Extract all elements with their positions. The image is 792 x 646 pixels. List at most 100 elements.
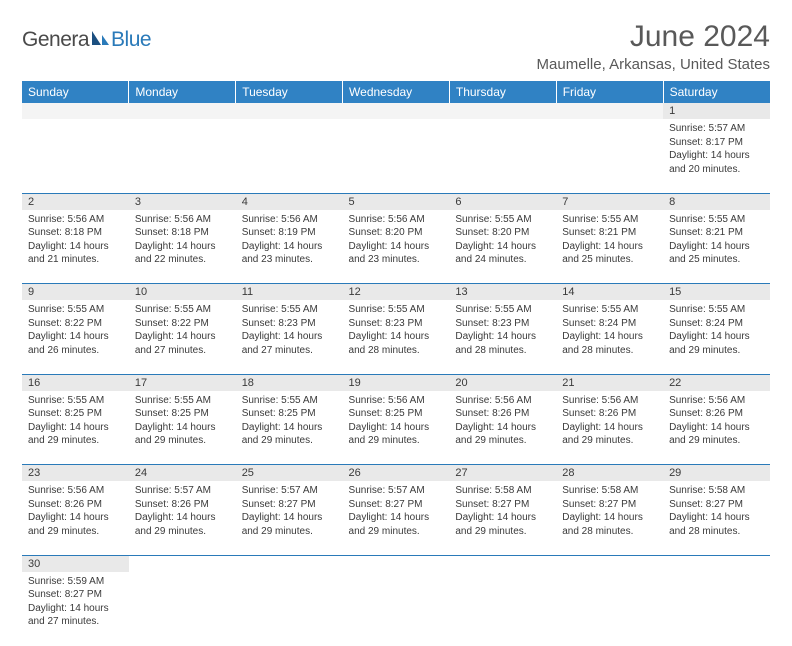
day-details: Sunrise: 5:56 AMSunset: 8:26 PMDaylight:… xyxy=(556,391,663,451)
weekday-header: Thursday xyxy=(449,81,556,103)
day-cell: Sunrise: 5:56 AMSunset: 8:20 PMDaylight:… xyxy=(343,210,450,284)
day-cell: Sunrise: 5:55 AMSunset: 8:21 PMDaylight:… xyxy=(663,210,770,284)
day-cell: Sunrise: 5:55 AMSunset: 8:23 PMDaylight:… xyxy=(449,300,556,374)
weekday-header: Wednesday xyxy=(343,81,450,103)
day-details: Sunrise: 5:55 AMSunset: 8:24 PMDaylight:… xyxy=(663,300,770,360)
day-number-cell: 18 xyxy=(236,374,343,391)
day-cell xyxy=(663,572,770,646)
weekday-header: Saturday xyxy=(663,81,770,103)
day-details: Sunrise: 5:55 AMSunset: 8:25 PMDaylight:… xyxy=(22,391,129,451)
day-cell xyxy=(129,572,236,646)
day-number-cell: 17 xyxy=(129,374,236,391)
logo: Genera Blue xyxy=(22,28,151,52)
day-number-cell: 19 xyxy=(343,374,450,391)
day-cell: Sunrise: 5:55 AMSunset: 8:23 PMDaylight:… xyxy=(236,300,343,374)
day-cell xyxy=(556,119,663,193)
day-number-cell xyxy=(449,103,556,119)
day-cell: Sunrise: 5:55 AMSunset: 8:24 PMDaylight:… xyxy=(663,300,770,374)
sail-icon xyxy=(90,29,110,52)
day-number-cell xyxy=(236,103,343,119)
day-details: Sunrise: 5:55 AMSunset: 8:23 PMDaylight:… xyxy=(343,300,450,360)
day-content-row: Sunrise: 5:57 AMSunset: 8:17 PMDaylight:… xyxy=(22,119,770,193)
day-cell: Sunrise: 5:57 AMSunset: 8:27 PMDaylight:… xyxy=(343,481,450,555)
day-details: Sunrise: 5:55 AMSunset: 8:21 PMDaylight:… xyxy=(663,210,770,270)
weekday-header-row: SundayMondayTuesdayWednesdayThursdayFrid… xyxy=(22,81,770,103)
day-cell: Sunrise: 5:55 AMSunset: 8:21 PMDaylight:… xyxy=(556,210,663,284)
day-cell: Sunrise: 5:55 AMSunset: 8:22 PMDaylight:… xyxy=(129,300,236,374)
day-number-cell: 25 xyxy=(236,465,343,482)
day-number-cell xyxy=(129,103,236,119)
day-number-row: 9101112131415 xyxy=(22,284,770,301)
day-details: Sunrise: 5:55 AMSunset: 8:22 PMDaylight:… xyxy=(129,300,236,360)
day-cell: Sunrise: 5:56 AMSunset: 8:25 PMDaylight:… xyxy=(343,391,450,465)
day-number-cell: 5 xyxy=(343,193,450,210)
day-number-row: 1 xyxy=(22,103,770,119)
day-number-cell: 21 xyxy=(556,374,663,391)
day-content-row: Sunrise: 5:55 AMSunset: 8:25 PMDaylight:… xyxy=(22,391,770,465)
day-content-row: Sunrise: 5:56 AMSunset: 8:18 PMDaylight:… xyxy=(22,210,770,284)
month-title: June 2024 xyxy=(537,20,770,54)
day-details: Sunrise: 5:56 AMSunset: 8:18 PMDaylight:… xyxy=(129,210,236,270)
day-details: Sunrise: 5:58 AMSunset: 8:27 PMDaylight:… xyxy=(663,481,770,541)
day-cell xyxy=(343,572,450,646)
day-number-cell: 22 xyxy=(663,374,770,391)
day-details: Sunrise: 5:56 AMSunset: 8:18 PMDaylight:… xyxy=(22,210,129,270)
day-number-cell: 9 xyxy=(22,284,129,301)
day-details: Sunrise: 5:57 AMSunset: 8:27 PMDaylight:… xyxy=(236,481,343,541)
day-details: Sunrise: 5:56 AMSunset: 8:19 PMDaylight:… xyxy=(236,210,343,270)
day-details: Sunrise: 5:56 AMSunset: 8:20 PMDaylight:… xyxy=(343,210,450,270)
day-cell: Sunrise: 5:55 AMSunset: 8:22 PMDaylight:… xyxy=(22,300,129,374)
day-number-cell: 20 xyxy=(449,374,556,391)
day-cell: Sunrise: 5:56 AMSunset: 8:18 PMDaylight:… xyxy=(22,210,129,284)
day-cell: Sunrise: 5:58 AMSunset: 8:27 PMDaylight:… xyxy=(556,481,663,555)
day-cell xyxy=(236,119,343,193)
header: Genera Blue June 2024 Maumelle, Arkansas… xyxy=(22,20,770,73)
day-details: Sunrise: 5:55 AMSunset: 8:20 PMDaylight:… xyxy=(449,210,556,270)
day-cell: Sunrise: 5:56 AMSunset: 8:26 PMDaylight:… xyxy=(556,391,663,465)
day-content-row: Sunrise: 5:55 AMSunset: 8:22 PMDaylight:… xyxy=(22,300,770,374)
day-cell: Sunrise: 5:57 AMSunset: 8:26 PMDaylight:… xyxy=(129,481,236,555)
day-number-cell: 2 xyxy=(22,193,129,210)
day-details: Sunrise: 5:55 AMSunset: 8:25 PMDaylight:… xyxy=(236,391,343,451)
day-cell: Sunrise: 5:55 AMSunset: 8:24 PMDaylight:… xyxy=(556,300,663,374)
day-details: Sunrise: 5:55 AMSunset: 8:24 PMDaylight:… xyxy=(556,300,663,360)
logo-text-1: Genera xyxy=(22,28,89,52)
day-content-row: Sunrise: 5:59 AMSunset: 8:27 PMDaylight:… xyxy=(22,572,770,646)
day-number-cell: 12 xyxy=(343,284,450,301)
calendar-table: SundayMondayTuesdayWednesdayThursdayFrid… xyxy=(22,81,770,646)
day-cell xyxy=(129,119,236,193)
day-details: Sunrise: 5:56 AMSunset: 8:26 PMDaylight:… xyxy=(449,391,556,451)
day-details: Sunrise: 5:55 AMSunset: 8:23 PMDaylight:… xyxy=(449,300,556,360)
weekday-header: Tuesday xyxy=(236,81,343,103)
day-number-cell xyxy=(22,103,129,119)
day-cell xyxy=(236,572,343,646)
day-number-cell: 13 xyxy=(449,284,556,301)
day-number-cell: 28 xyxy=(556,465,663,482)
day-content-row: Sunrise: 5:56 AMSunset: 8:26 PMDaylight:… xyxy=(22,481,770,555)
day-details: Sunrise: 5:57 AMSunset: 8:27 PMDaylight:… xyxy=(343,481,450,541)
logo-text-2: Blue xyxy=(111,28,151,52)
day-cell: Sunrise: 5:55 AMSunset: 8:25 PMDaylight:… xyxy=(22,391,129,465)
day-number-cell xyxy=(663,555,770,572)
day-number-cell: 29 xyxy=(663,465,770,482)
day-details: Sunrise: 5:57 AMSunset: 8:26 PMDaylight:… xyxy=(129,481,236,541)
day-number-row: 16171819202122 xyxy=(22,374,770,391)
day-cell: Sunrise: 5:56 AMSunset: 8:19 PMDaylight:… xyxy=(236,210,343,284)
day-details: Sunrise: 5:56 AMSunset: 8:26 PMDaylight:… xyxy=(22,481,129,541)
day-number-cell: 27 xyxy=(449,465,556,482)
day-details: Sunrise: 5:55 AMSunset: 8:21 PMDaylight:… xyxy=(556,210,663,270)
day-cell: Sunrise: 5:57 AMSunset: 8:17 PMDaylight:… xyxy=(663,119,770,193)
day-number-cell: 15 xyxy=(663,284,770,301)
day-cell: Sunrise: 5:56 AMSunset: 8:26 PMDaylight:… xyxy=(449,391,556,465)
day-number-row: 2345678 xyxy=(22,193,770,210)
day-details: Sunrise: 5:58 AMSunset: 8:27 PMDaylight:… xyxy=(556,481,663,541)
day-cell: Sunrise: 5:55 AMSunset: 8:23 PMDaylight:… xyxy=(343,300,450,374)
day-number-cell xyxy=(343,555,450,572)
title-block: June 2024 Maumelle, Arkansas, United Sta… xyxy=(537,20,770,73)
day-cell xyxy=(556,572,663,646)
day-cell xyxy=(449,119,556,193)
day-number-cell xyxy=(343,103,450,119)
day-number-cell xyxy=(449,555,556,572)
day-number-cell: 1 xyxy=(663,103,770,119)
day-number-cell: 11 xyxy=(236,284,343,301)
